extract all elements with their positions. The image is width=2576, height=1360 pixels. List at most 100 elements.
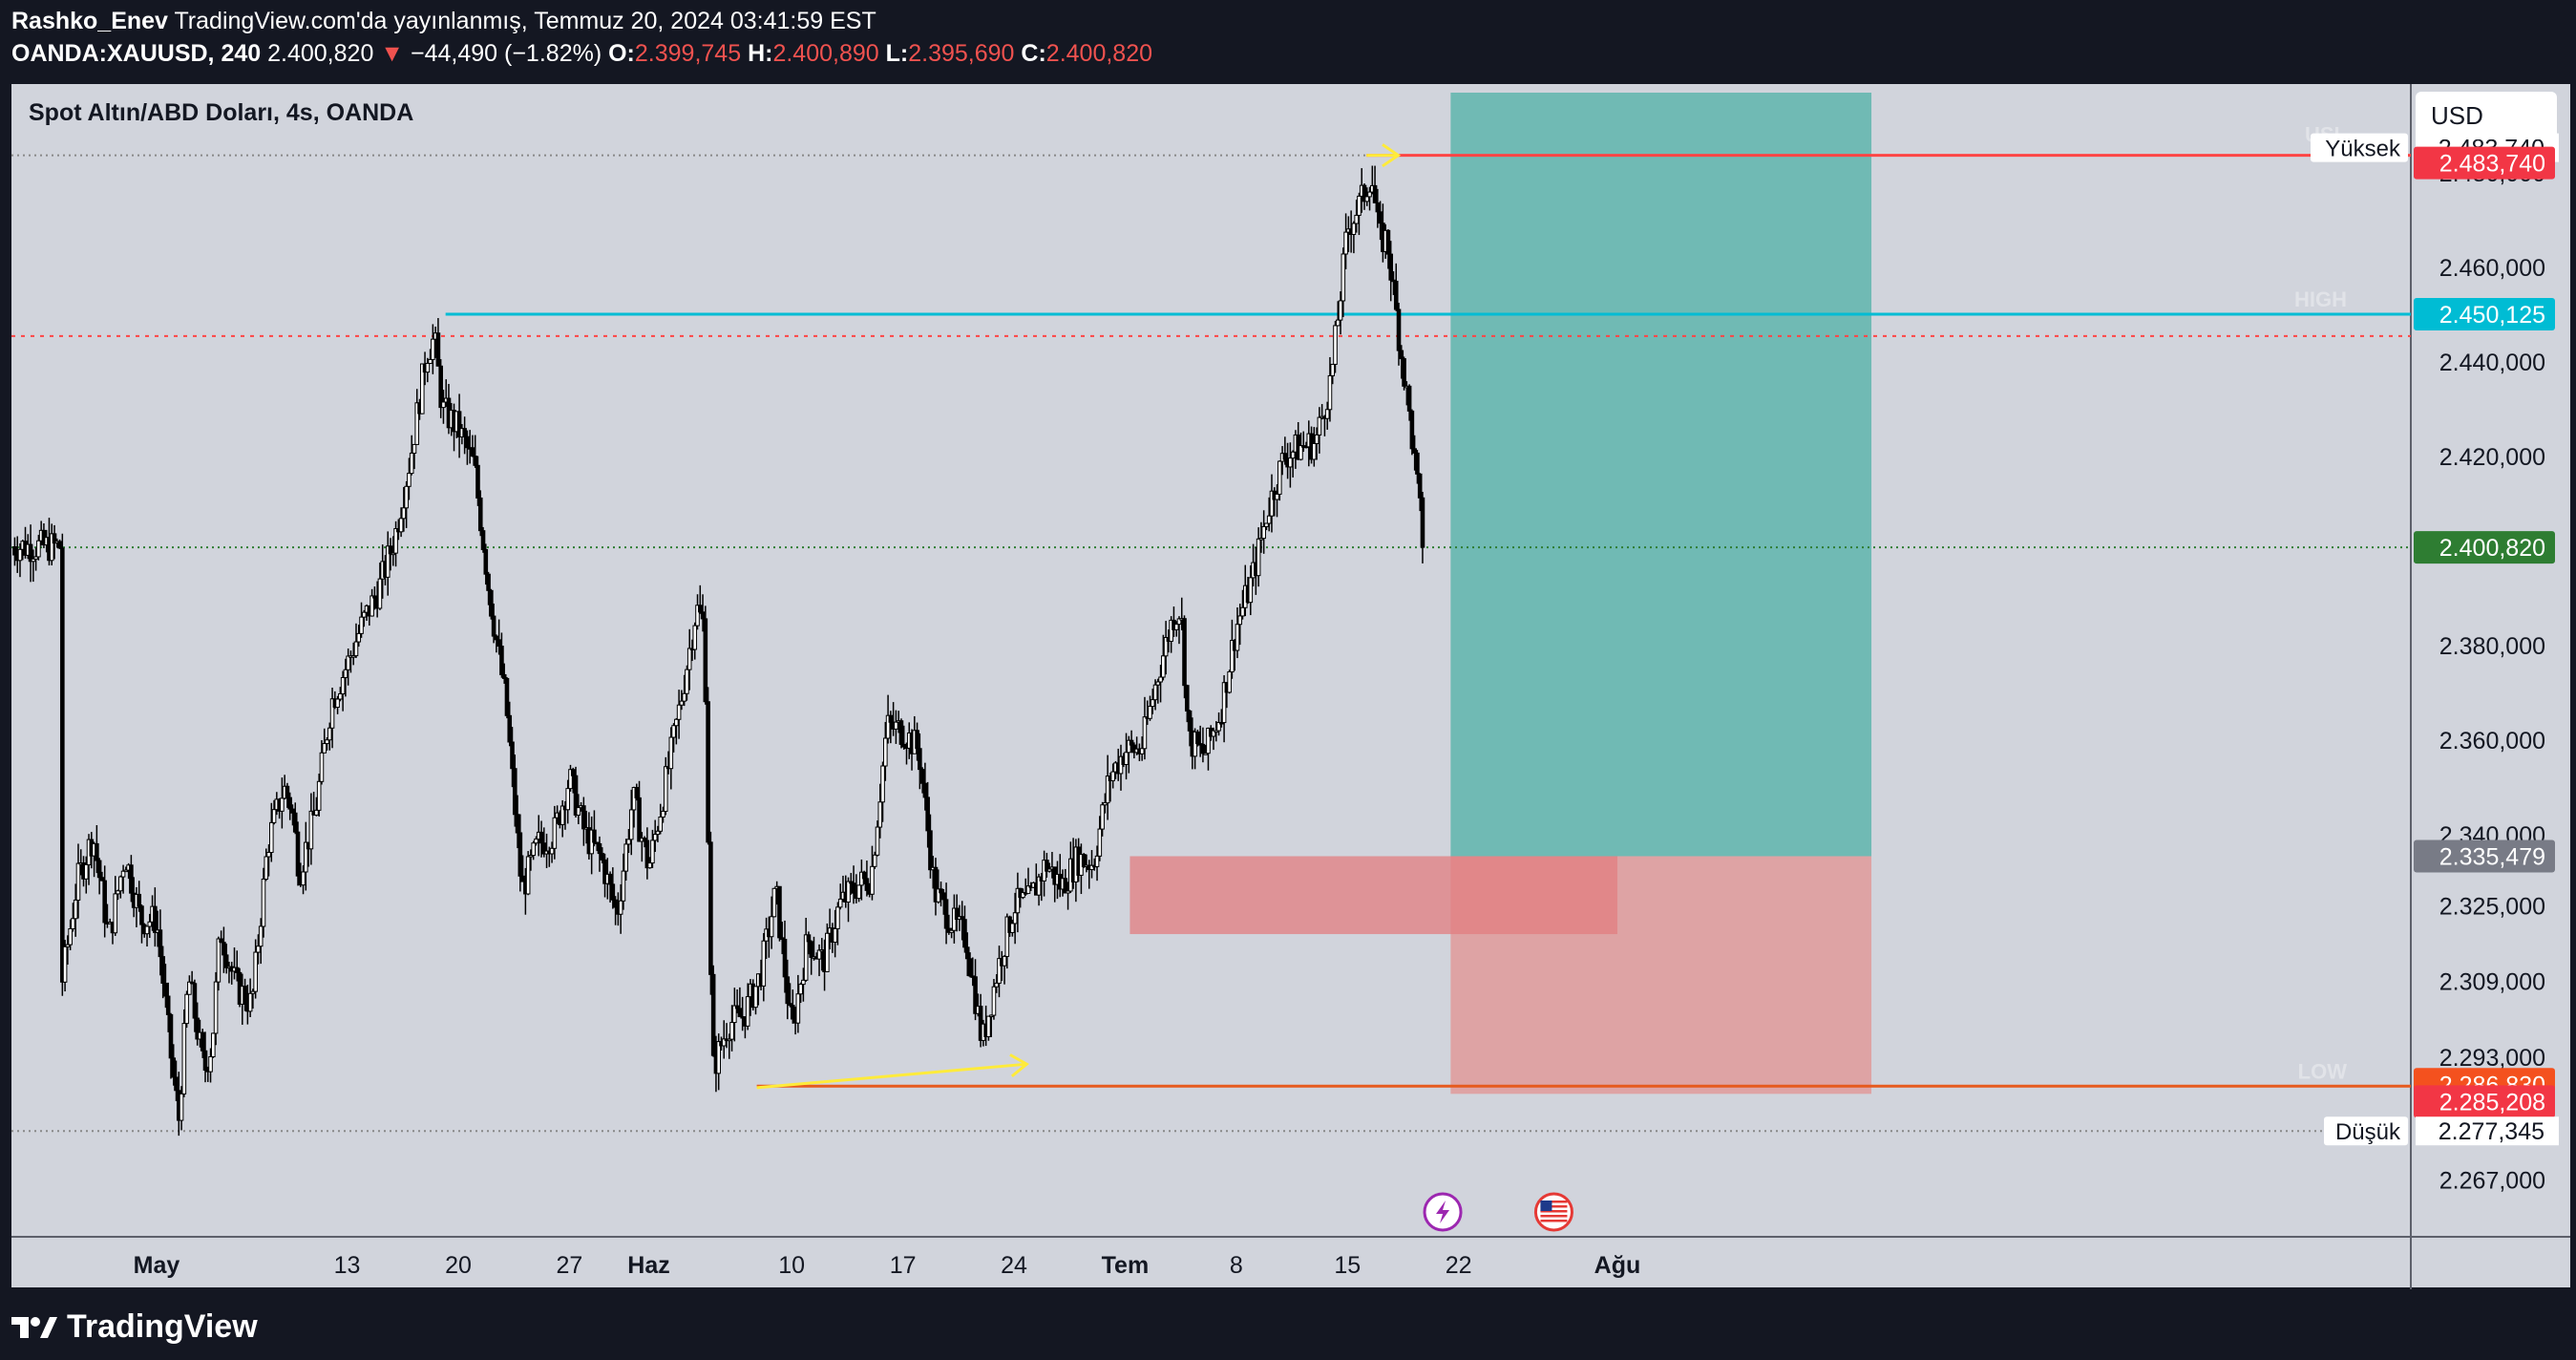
x-tick-label[interactable]: 20 [445, 1252, 472, 1279]
x-tick-label[interactable]: 10 [778, 1252, 805, 1279]
candle-body [597, 842, 602, 855]
candle-body [661, 810, 665, 818]
x-tick-label[interactable]: 22 [1446, 1252, 1472, 1279]
candle-body [973, 976, 978, 1014]
candle-body [512, 768, 517, 816]
x-tick-label[interactable]: 13 [334, 1252, 361, 1279]
candle-body [1158, 676, 1163, 683]
candle-body [875, 826, 880, 856]
candle-body [477, 497, 483, 532]
footer-brand[interactable]: TradingView [11, 1308, 258, 1346]
high-value: 2.400,890 [772, 40, 879, 67]
ohlc-bar: OANDA:XAUUSD, 240 2.400,820 ▼ −44,490 (−… [11, 40, 1152, 68]
candle-body [52, 533, 57, 544]
candle-body [187, 981, 192, 995]
candle-body [33, 556, 38, 560]
candle-body [292, 812, 298, 833]
candle-body [1333, 325, 1338, 365]
candle-body [268, 821, 274, 853]
candle-body [57, 541, 62, 549]
candle-body [1324, 409, 1330, 419]
y-tick-label: 2.267,000 [2439, 1167, 2545, 1194]
y-tick-label: 2.460,000 [2439, 255, 2545, 282]
candle-body [1393, 280, 1399, 310]
candle-body [1221, 682, 1227, 724]
x-tick-label[interactable]: 24 [1001, 1252, 1027, 1279]
currency-button[interactable]: USD [2416, 92, 2557, 139]
candle-body [473, 456, 478, 466]
candle-body [1004, 916, 1010, 957]
candle-body [250, 990, 256, 994]
candle-body [1399, 350, 1404, 360]
candle-body [499, 646, 504, 675]
candle-body [1148, 706, 1152, 719]
candle-body [1269, 490, 1275, 517]
candle-body [732, 1005, 737, 1024]
candle-body [918, 748, 922, 771]
candle-body [409, 452, 414, 475]
symbol-name[interactable]: OANDA:XAUUSD, 240 [11, 40, 262, 67]
x-tick-label[interactable]: 8 [1230, 1252, 1243, 1279]
open-value: 2.399,745 [634, 40, 742, 67]
candle-body [1142, 716, 1148, 750]
candle-body [1417, 473, 1423, 499]
candle-body [223, 954, 229, 968]
candle-body [290, 808, 295, 814]
candle-body [1354, 214, 1359, 224]
candle-body [494, 635, 499, 641]
x-tick-label[interactable]: May [134, 1252, 180, 1279]
candle-body [592, 829, 597, 843]
x-tick-label[interactable]: 17 [890, 1252, 917, 1279]
dusuk-label-side: Düşük [2335, 1119, 2401, 1145]
candle-body [623, 843, 628, 872]
candle-body [1127, 739, 1131, 754]
candle-body [346, 655, 350, 670]
candle-body [1375, 202, 1381, 213]
x-tick-label[interactable]: Tem [1102, 1252, 1150, 1279]
candle-body [123, 869, 129, 873]
candle-body [62, 946, 68, 983]
candle-body [745, 996, 750, 1027]
candle-body [954, 907, 960, 921]
candle-body [414, 402, 420, 445]
candle-body [700, 611, 706, 620]
candle-body [17, 548, 23, 562]
x-tick-label[interactable]: 15 [1334, 1252, 1361, 1279]
candle-body [602, 859, 607, 884]
y-tick-label: 2.380,000 [2439, 633, 2545, 660]
candle-body [1290, 451, 1296, 459]
event-markers[interactable] [1423, 1192, 1573, 1232]
x-tick-label[interactable]: 27 [556, 1252, 582, 1279]
candle-body [304, 841, 308, 873]
candle-body [734, 1005, 740, 1009]
candle-body [791, 1005, 795, 1020]
stop-price-label: 2.285,208 [2439, 1089, 2545, 1116]
candle-body [1081, 854, 1087, 867]
candle-body [674, 718, 679, 727]
candle-body [1409, 410, 1415, 450]
candle-body [1187, 710, 1193, 732]
candle-body [880, 765, 885, 803]
candle-body [1173, 624, 1179, 630]
candle-body [113, 893, 118, 934]
candle-body [139, 905, 144, 925]
current-price-label: 2.400,820 [2439, 535, 2545, 562]
candle-body [1264, 522, 1269, 527]
candle-body [695, 605, 700, 627]
candle-body [234, 967, 240, 973]
candle-body [486, 573, 491, 591]
x-tick-label[interactable]: Ağu [1594, 1252, 1641, 1279]
candle-body [385, 545, 391, 578]
candle-body [120, 870, 126, 878]
author-name[interactable]: Rashko_Enev [11, 8, 168, 34]
candle-body [179, 1093, 184, 1121]
candle-body [1343, 231, 1348, 255]
x-tick-label[interactable]: Haz [627, 1252, 669, 1279]
candle-body [271, 809, 277, 823]
candle-body [525, 856, 531, 895]
candle-body [652, 834, 658, 841]
candle-body [1275, 493, 1279, 500]
x-axis-ticks[interactable]: May 13 20 27 Haz 10 17 24 Tem 8 15 22 Ağu [134, 1252, 1641, 1279]
price-change: −44,490 (−1.82%) [411, 40, 602, 67]
